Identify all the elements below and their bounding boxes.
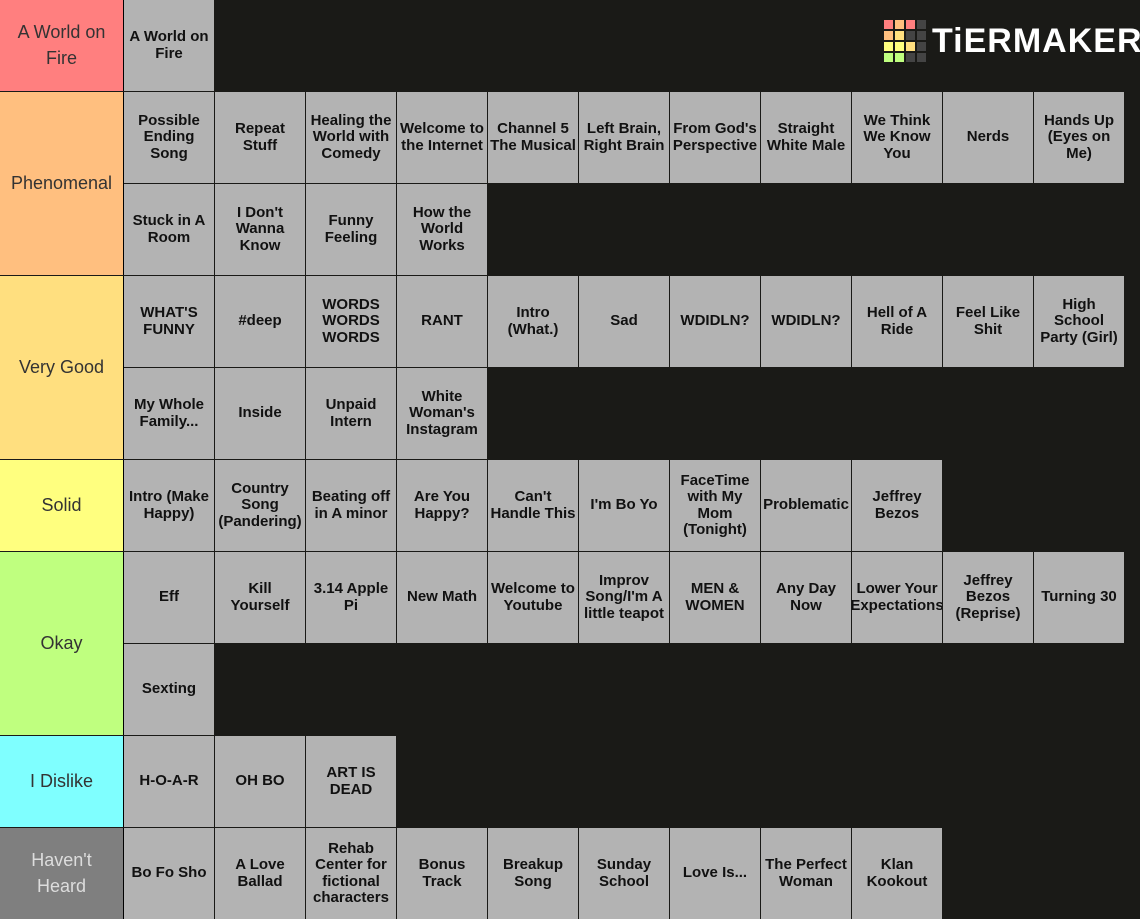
tier-item[interactable]: Possible Ending Song xyxy=(124,92,214,183)
tier-label: Phenomenal xyxy=(0,92,124,275)
tier-item[interactable]: Repeat Stuff xyxy=(215,92,305,183)
tier-label: Okay xyxy=(0,552,124,735)
logo: TiERMAKER xyxy=(884,20,1140,62)
tier-row: A World on Fire A World on Fire xyxy=(0,0,1140,91)
tier-item[interactable]: Feel Like Shit xyxy=(943,276,1033,367)
tier-item[interactable]: I'm Bo Yo xyxy=(579,460,669,551)
tier-items: Possible Ending Song Repeat Stuff Healing … xyxy=(124,92,1138,275)
tier-label: Solid xyxy=(0,460,124,551)
tier-item[interactable]: Beating off in A minor xyxy=(306,460,396,551)
tier-item[interactable]: Inside xyxy=(215,368,305,459)
tier-row: Okay Eff Kill Yourself 3.14 Apple Pi New Mat… xyxy=(0,552,1140,735)
tier-item[interactable]: Eff xyxy=(124,552,214,643)
tier-item[interactable]: Welcome to the Internet xyxy=(397,92,487,183)
tier-item[interactable]: Bonus Track xyxy=(397,828,487,919)
tier-item[interactable]: Sexting xyxy=(124,644,214,735)
tier-item[interactable]: MEN & WOMEN xyxy=(670,552,760,643)
tier-item[interactable]: White Woman's Instagram xyxy=(397,368,487,459)
tier-item[interactable]: RANT xyxy=(397,276,487,367)
tier-item[interactable]: Turning 30 xyxy=(1034,552,1124,643)
tier-item[interactable]: Jeffrey Bezos xyxy=(852,460,942,551)
tier-item[interactable]: H-O-A-R xyxy=(124,736,214,827)
tier-item[interactable]: Unpaid Intern xyxy=(306,368,396,459)
tier-item[interactable]: Are You Happy? xyxy=(397,460,487,551)
tier-row: I Dislike H-O-A-R OH BO ART IS DEAD xyxy=(0,736,1140,827)
tier-row: Phenomenal Possible Ending Song Repeat Stu… xyxy=(0,92,1140,275)
tier-item[interactable]: FaceTime with My Mom (Tonight) xyxy=(670,460,760,551)
tier-item[interactable]: Lower Your Expectations xyxy=(852,552,942,643)
tier-item[interactable]: WDIDLN? xyxy=(761,276,851,367)
tier-item[interactable]: Channel 5 The Musical xyxy=(488,92,578,183)
tier-item[interactable]: Any Day Now xyxy=(761,552,851,643)
tier-items: Bo Fo Sho A Love Ballad Rehab Center for f… xyxy=(124,828,1138,919)
tier-item[interactable]: Love Is... xyxy=(670,828,760,919)
tier-item[interactable]: Stuck in A Room xyxy=(124,184,214,275)
tier-item[interactable]: How the World Works xyxy=(397,184,487,275)
tier-item[interactable]: Problematic xyxy=(761,460,851,551)
tier-item[interactable]: We Think We Know You xyxy=(852,92,942,183)
tier-item[interactable]: Rehab Center for fictional characters xyxy=(306,828,396,919)
tier-item[interactable]: OH BO xyxy=(215,736,305,827)
tier-label: Haven't Heard xyxy=(0,828,124,919)
tier-item[interactable]: Bo Fo Sho xyxy=(124,828,214,919)
tier-item[interactable]: New Math xyxy=(397,552,487,643)
tier-item[interactable]: From God's Perspective xyxy=(670,92,760,183)
tier-item[interactable]: Sad xyxy=(579,276,669,367)
tier-item[interactable]: Improv Song/I'm A little teapot xyxy=(579,552,669,643)
tier-item[interactable]: Intro (Make Happy) xyxy=(124,460,214,551)
tier-item[interactable]: Nerds xyxy=(943,92,1033,183)
tier-row: Haven't Heard Bo Fo Sho A Love Ballad Rehab… xyxy=(0,828,1140,919)
tier-item[interactable]: A Love Ballad xyxy=(215,828,305,919)
tier-item[interactable]: A World on Fire xyxy=(124,0,214,91)
tier-item[interactable]: ART IS DEAD xyxy=(306,736,396,827)
tier-item[interactable]: Hell of A Ride xyxy=(852,276,942,367)
tier-items: H-O-A-R OH BO ART IS DEAD xyxy=(124,736,1138,827)
tier-item[interactable]: Left Brain, Right Brain xyxy=(579,92,669,183)
tier-item[interactable]: Jeffrey Bezos (Reprise) xyxy=(943,552,1033,643)
tier-item[interactable]: WORDS WORDS WORDS xyxy=(306,276,396,367)
tier-item[interactable]: My Whole Family... xyxy=(124,368,214,459)
tier-item[interactable]: Intro (What.) xyxy=(488,276,578,367)
tier-item[interactable]: Hands Up (Eyes on Me) xyxy=(1034,92,1124,183)
tier-item[interactable]: 3.14 Apple Pi xyxy=(306,552,396,643)
tier-item[interactable]: Breakup Song xyxy=(488,828,578,919)
tier-label: I Dislike xyxy=(0,736,124,827)
logo-text: TiERMAKER xyxy=(932,21,1140,60)
tier-items: Eff Kill Yourself 3.14 Apple Pi New Math Wel… xyxy=(124,552,1138,735)
tier-item[interactable]: #deep xyxy=(215,276,305,367)
tier-item[interactable]: Country Song (Pandering) xyxy=(215,460,305,551)
tier-item[interactable]: Can't Handle This xyxy=(488,460,578,551)
tier-item[interactable]: I Don't Wanna Know xyxy=(215,184,305,275)
tier-row: Very Good WHAT'S FUNNY #deep WORDS WORDS WO… xyxy=(0,276,1140,459)
tier-item[interactable]: Funny Feeling xyxy=(306,184,396,275)
tier-item[interactable]: Kill Yourself xyxy=(215,552,305,643)
tier-item[interactable]: Welcome to Youtube xyxy=(488,552,578,643)
tier-item[interactable]: Healing the World with Comedy xyxy=(306,92,396,183)
tier-items: WHAT'S FUNNY #deep WORDS WORDS WORDS RANT In… xyxy=(124,276,1138,459)
tier-label: Very Good xyxy=(0,276,124,459)
tier-item[interactable]: Straight White Male xyxy=(761,92,851,183)
tier-item[interactable]: Sunday School xyxy=(579,828,669,919)
tier-items: Intro (Make Happy) Country Song (Panderin… xyxy=(124,460,1138,551)
tier-items: A World on Fire xyxy=(124,0,1138,91)
tier-item[interactable]: WDIDLN? xyxy=(670,276,760,367)
logo-icon xyxy=(884,20,926,62)
tier-item[interactable]: The Perfect Woman xyxy=(761,828,851,919)
tier-item[interactable]: WHAT'S FUNNY xyxy=(124,276,214,367)
tier-label: A World on Fire xyxy=(0,0,124,91)
tier-row: Solid Intro (Make Happy) Country Song (Pan… xyxy=(0,460,1140,551)
tier-item[interactable]: Klan Kookout xyxy=(852,828,942,919)
tier-item[interactable]: High School Party (Girl) xyxy=(1034,276,1124,367)
